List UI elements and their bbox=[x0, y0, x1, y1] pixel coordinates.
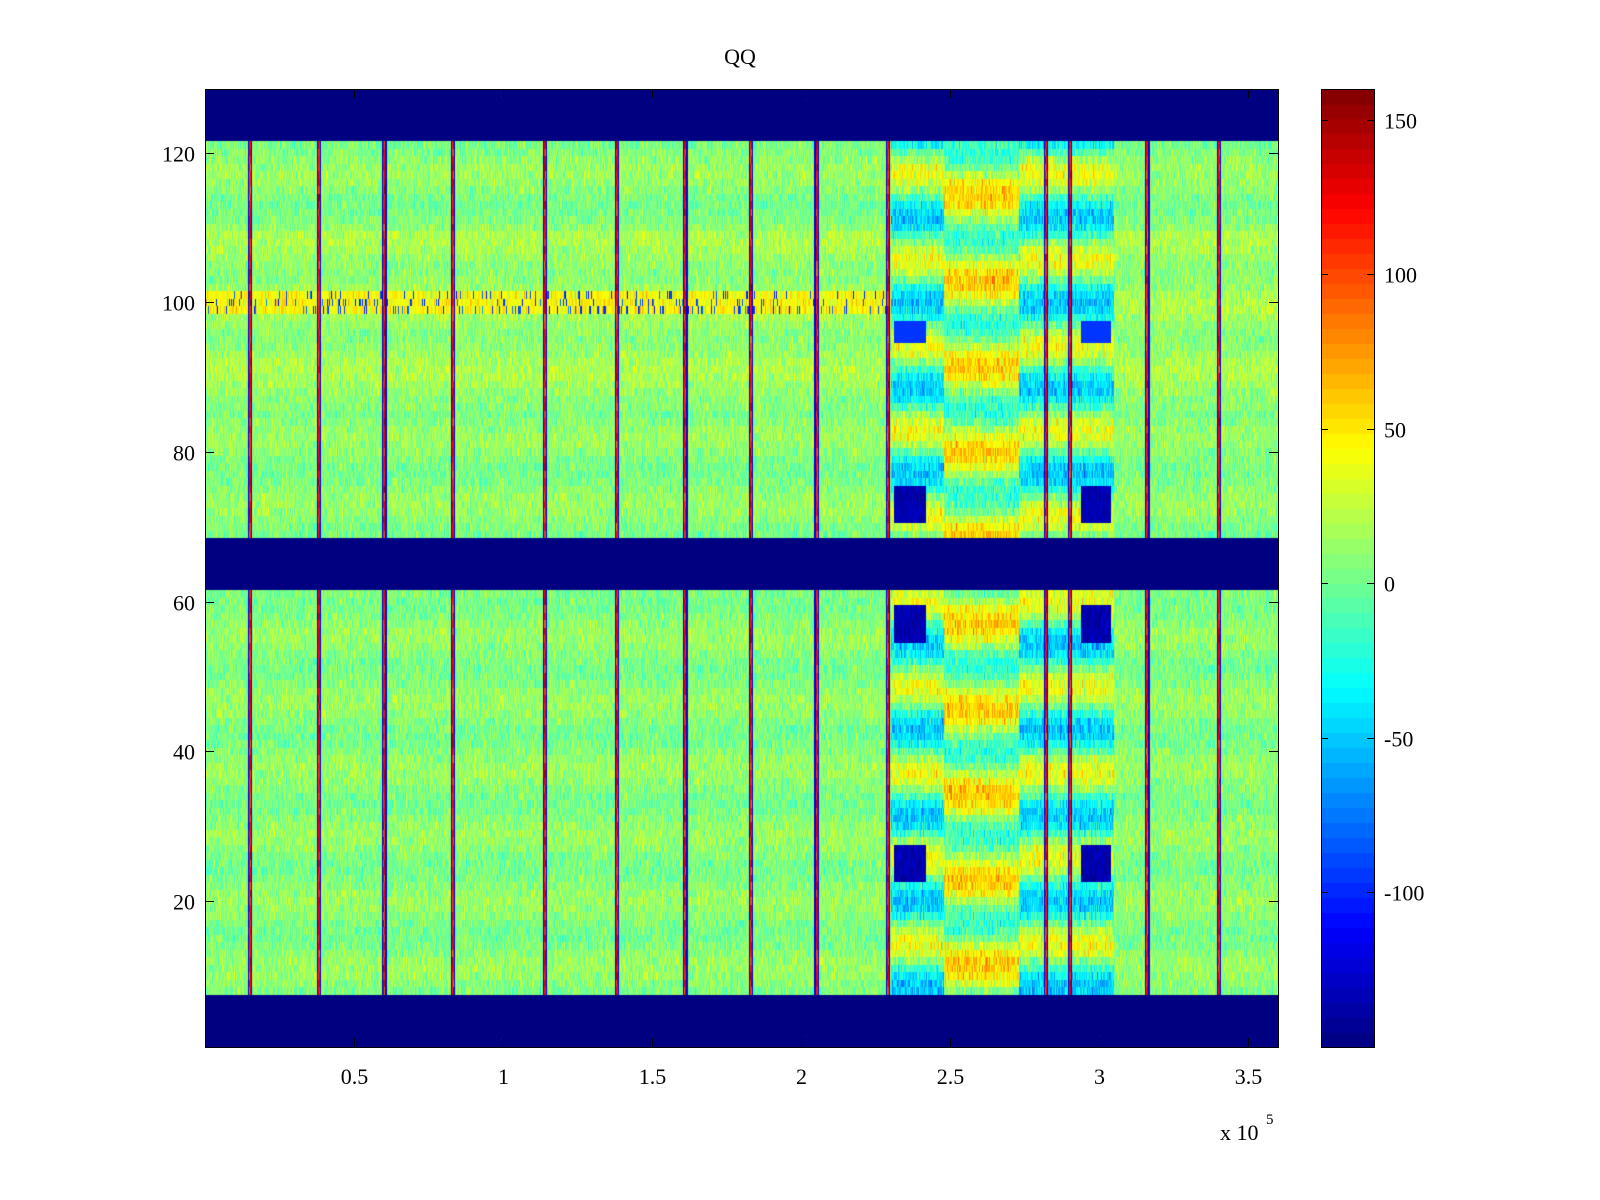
x-tick-label: 1.5 bbox=[639, 1064, 667, 1089]
y-tick-label: 60 bbox=[173, 591, 195, 616]
heatmap-image bbox=[205, 89, 1278, 1047]
y-tick-label: 120 bbox=[162, 142, 195, 167]
colorbar-tick-label: -100 bbox=[1384, 881, 1424, 906]
x-tick-label: 2 bbox=[796, 1064, 807, 1089]
x-axis-ticks: 0.5 1 1.5 2 2.5 3 3.5 bbox=[341, 89, 1263, 1089]
x-exponent-power: 5 bbox=[1266, 1112, 1274, 1128]
x-exponent-base: x 10 bbox=[1220, 1120, 1259, 1145]
y-axis-ticks: 20 40 60 80 100 120 bbox=[162, 142, 1278, 915]
y-tick-label: 40 bbox=[173, 740, 195, 765]
y-tick-label: 20 bbox=[173, 890, 195, 915]
colorbar-gradient bbox=[1321, 89, 1374, 1047]
x-tick-label: 3.5 bbox=[1235, 1064, 1263, 1089]
x-tick-label: 0.5 bbox=[341, 1064, 369, 1089]
colorbar-ticks: 150 100 50 0 -50 -100 bbox=[1321, 109, 1424, 906]
colorbar-tick-label: 100 bbox=[1384, 263, 1417, 288]
x-tick-label: 1 bbox=[498, 1064, 509, 1089]
colorbar-box bbox=[1321, 89, 1375, 1048]
y-tick-label: 100 bbox=[162, 291, 195, 316]
axes-box bbox=[205, 89, 1279, 1048]
x-tick-label: 3 bbox=[1094, 1064, 1105, 1089]
x-tick-label: 2.5 bbox=[937, 1064, 965, 1089]
colorbar-tick-label: 0 bbox=[1384, 572, 1395, 597]
y-tick-label: 80 bbox=[173, 441, 195, 466]
colorbar-tick-label: -50 bbox=[1384, 727, 1413, 752]
colorbar-tick-label: 50 bbox=[1384, 418, 1406, 443]
colorbar-tick-label: 150 bbox=[1384, 109, 1417, 134]
chart-title: QQ bbox=[724, 44, 756, 69]
